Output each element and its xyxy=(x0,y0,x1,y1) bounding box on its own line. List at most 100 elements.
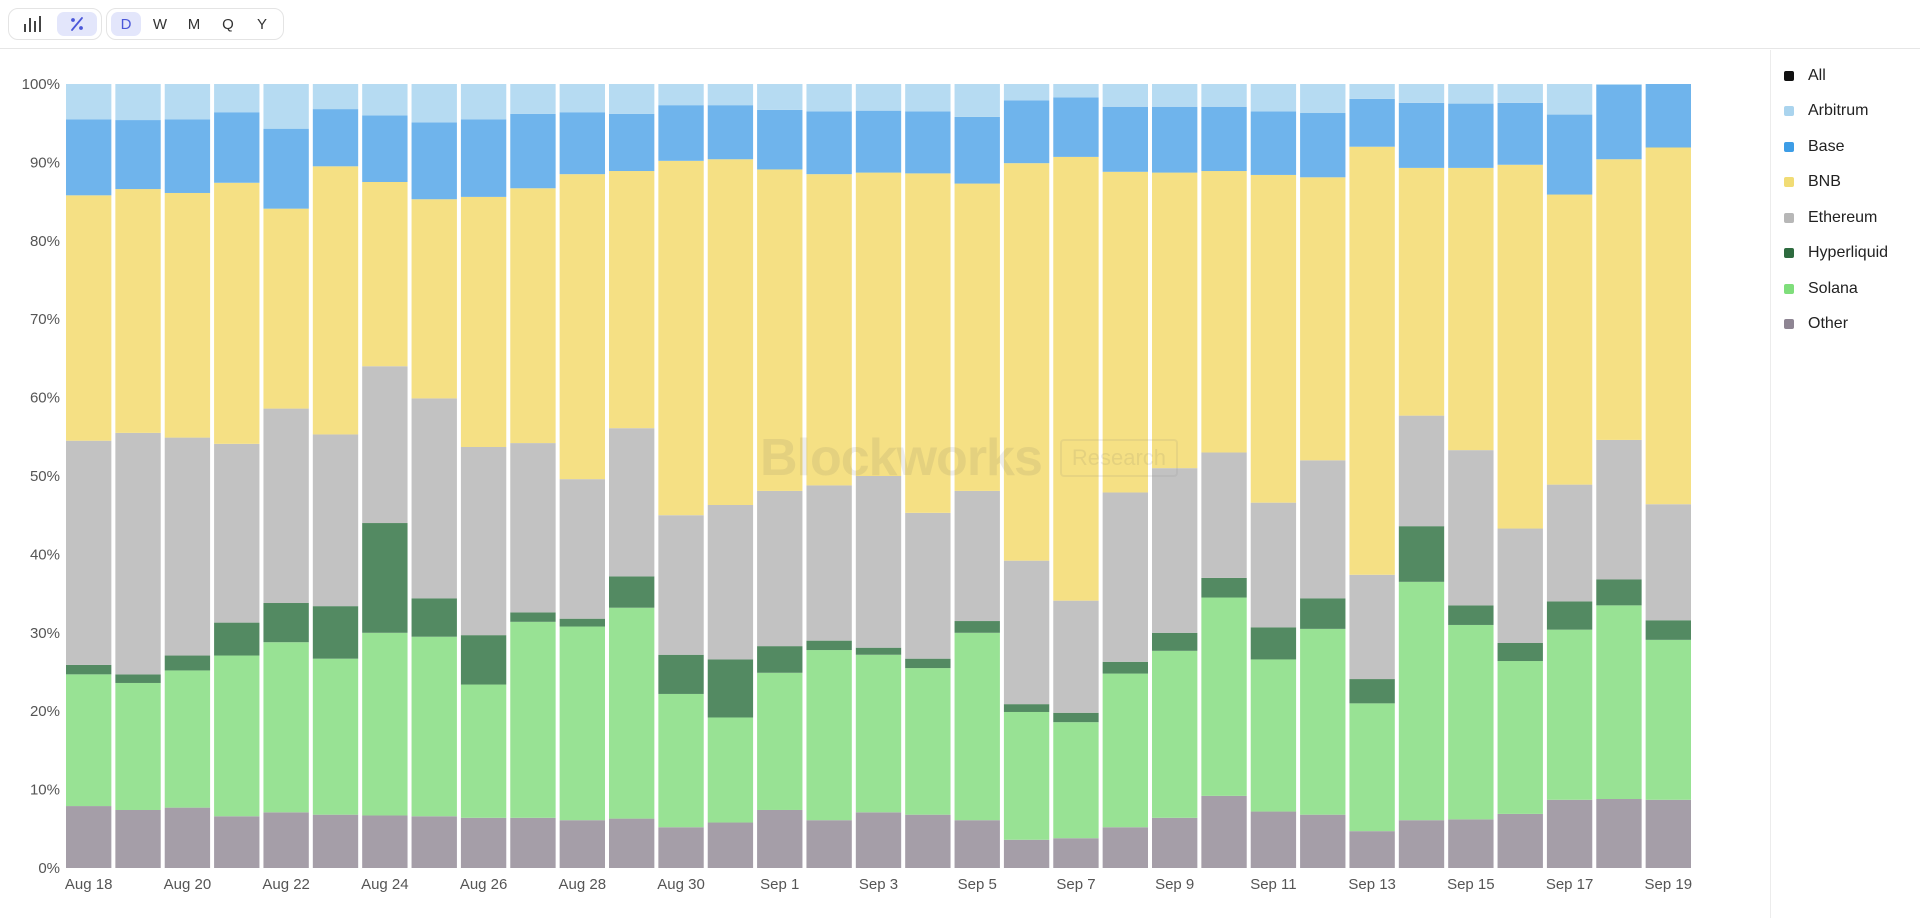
bar-segment-solana xyxy=(1546,629,1593,800)
bar-segment-ethereum xyxy=(312,434,359,607)
legend-item-solana[interactable]: Solana xyxy=(1784,271,1914,307)
bar-segment-bnb xyxy=(559,174,605,480)
bar-segment-solana xyxy=(214,655,260,817)
bar-segment-other xyxy=(707,822,754,868)
toolbar: D W M Q Y xyxy=(0,0,1920,49)
bar-segment-bnb xyxy=(1349,146,1395,575)
legend-item-other[interactable]: Other xyxy=(1784,307,1914,343)
bar-segment-arbitrum xyxy=(263,84,309,129)
legend-item-hyperliquid[interactable]: Hyperliquid xyxy=(1784,236,1914,272)
bar-segment-solana xyxy=(510,621,556,818)
legend-item-arbitrum[interactable]: Arbitrum xyxy=(1784,94,1914,130)
bar-segment-solana xyxy=(609,607,655,819)
legend-label: Arbitrum xyxy=(1808,102,1869,120)
range-quarter-button[interactable]: Q xyxy=(222,15,234,33)
bar-segment-ethereum xyxy=(757,490,803,647)
legend: All Arbitrum Base BNB Ethereum Hyperliqu… xyxy=(1784,58,1914,342)
bar-segment-bnb xyxy=(214,182,260,444)
bar-segment-base xyxy=(1201,106,1247,172)
bar-segment-hyperliquid xyxy=(312,606,359,659)
bar-segment-solana xyxy=(263,642,309,813)
x-tick-label: Aug 22 xyxy=(262,876,310,893)
bar-segment-arbitrum xyxy=(1546,84,1593,115)
bar-segment-base xyxy=(312,109,359,167)
legend-item-base[interactable]: Base xyxy=(1784,129,1914,165)
bar-segment-other xyxy=(757,809,803,868)
bar-segment-ethereum xyxy=(115,432,161,675)
bar-segment-hyperliquid xyxy=(1497,642,1543,662)
bar-segment-solana xyxy=(1645,639,1691,800)
bar-segment-other xyxy=(1003,839,1050,868)
y-tick-label: 70% xyxy=(30,311,60,328)
x-tick-label: Sep 19 xyxy=(1645,876,1693,893)
bar-segment-ethereum xyxy=(1053,600,1099,713)
bar-segment-solana xyxy=(954,632,1000,821)
bar-segment-bnb xyxy=(1250,174,1297,503)
bar-segment-bnb xyxy=(1546,194,1593,485)
bar-segment-arbitrum xyxy=(510,84,556,114)
bar-segment-other xyxy=(1546,799,1593,868)
bar-segment-solana xyxy=(1398,581,1445,821)
bar-segment-arbitrum xyxy=(707,84,754,106)
bar-segment-other xyxy=(1201,795,1247,868)
bar-segment-solana xyxy=(658,693,704,828)
bar-segment-ethereum xyxy=(1300,460,1346,599)
bar-segment-ethereum xyxy=(460,446,507,636)
bar-segment-hyperliquid xyxy=(66,664,112,675)
bar-segment-arbitrum xyxy=(115,84,161,121)
bar-segment-arbitrum xyxy=(164,84,211,120)
bar-segment-arbitrum xyxy=(806,84,852,112)
bar-segment-base xyxy=(1300,113,1346,178)
bar-segment-base xyxy=(1546,114,1593,195)
bar-segment-arbitrum xyxy=(411,84,457,123)
bar-segment-bnb xyxy=(1645,147,1691,505)
bar-segment-base xyxy=(1596,84,1642,160)
bar-segment-other xyxy=(1596,799,1642,868)
chart-type-group xyxy=(8,8,102,40)
bar-segment-bnb xyxy=(312,166,359,435)
bar-segment-other xyxy=(1053,838,1099,868)
legend-item-all[interactable]: All xyxy=(1784,58,1914,94)
bar-segment-ethereum xyxy=(1546,484,1593,602)
x-tick-label: Sep 13 xyxy=(1348,876,1396,893)
bar-segment-arbitrum xyxy=(362,84,408,116)
bar-segment-base xyxy=(510,113,556,189)
bar-segment-hyperliquid xyxy=(1152,632,1198,651)
bar-segment-base xyxy=(806,111,852,175)
bar-segment-hyperliquid xyxy=(362,523,408,633)
bar-segment-bnb xyxy=(954,183,1000,491)
bar-segment-base xyxy=(1250,111,1297,175)
bar-segment-ethereum xyxy=(510,443,556,613)
range-week-button[interactable]: W xyxy=(152,15,168,33)
legend-label: Base xyxy=(1808,137,1845,155)
range-day-button[interactable]: D xyxy=(111,12,141,36)
bar-segment-hyperliquid xyxy=(1003,704,1050,712)
bar-segment-other xyxy=(905,814,951,868)
percent-view-button[interactable] xyxy=(57,12,97,36)
x-tick-label: Sep 7 xyxy=(1056,876,1095,893)
x-tick-label: Aug 18 xyxy=(65,876,113,893)
bar-segment-base xyxy=(1398,102,1445,168)
bar-segment-other xyxy=(66,806,112,868)
bar-segment-base xyxy=(905,111,951,174)
bar-segment-solana xyxy=(1250,659,1297,812)
bar-segment-bnb xyxy=(411,199,457,399)
bar-segment-hyperliquid xyxy=(954,621,1000,633)
bar-segment-solana xyxy=(1003,711,1050,840)
bar-segment-other xyxy=(1102,827,1148,868)
range-month-button[interactable]: M xyxy=(187,15,201,33)
bar-segment-other xyxy=(1497,813,1543,868)
legend-item-bnb[interactable]: BNB xyxy=(1784,165,1914,201)
bar-segment-hyperliquid xyxy=(757,646,803,673)
bar-segment-solana xyxy=(806,650,852,821)
legend-label: Other xyxy=(1808,315,1849,333)
bar-segment-hyperliquid xyxy=(1645,620,1691,640)
legend-item-ethereum[interactable]: Ethereum xyxy=(1784,200,1914,236)
range-year-button[interactable]: Y xyxy=(256,15,267,33)
bar-segment-solana xyxy=(1596,605,1642,800)
legend-label: Ethereum xyxy=(1808,208,1878,226)
bar-segment-bnb xyxy=(115,189,161,433)
bar-segment-ethereum xyxy=(609,428,655,577)
y-tick-label: 30% xyxy=(30,625,60,642)
bar-chart-button[interactable] xyxy=(13,12,53,36)
